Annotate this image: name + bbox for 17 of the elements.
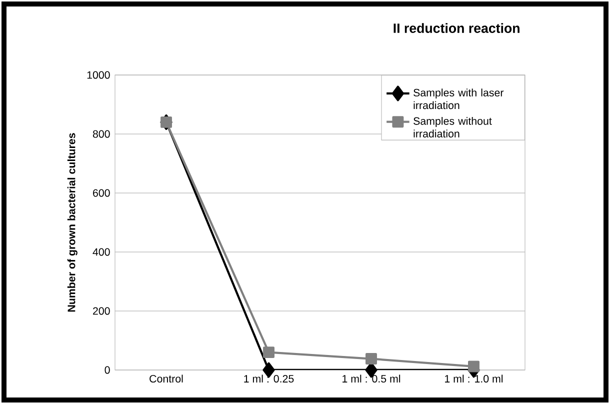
x-tick-label: 1 ml : 0.5 ml	[342, 374, 400, 383]
y-tick-label: 0	[104, 366, 110, 374]
point	[262, 362, 275, 378]
point	[366, 353, 377, 365]
y-axis-title: Number of grown bacterial cultures	[67, 133, 78, 312]
point	[468, 360, 480, 372]
y-tick-label: 600	[93, 189, 110, 197]
y-tick-label: 1000	[87, 71, 110, 79]
y-tick-label: 800	[92, 130, 110, 138]
y-tick-label: 400	[92, 248, 110, 256]
legend-label: Samples with laser irradiation	[414, 88, 504, 110]
x-tick-label: 1 ml : 1.0 ml	[445, 374, 503, 383]
chart-title: II reduction reaction	[394, 23, 520, 33]
y-tick-label: 200	[93, 307, 110, 315]
legend-label: Samples without irradiation	[414, 116, 492, 138]
point	[263, 346, 274, 358]
x-tick-label: Control	[150, 374, 183, 383]
